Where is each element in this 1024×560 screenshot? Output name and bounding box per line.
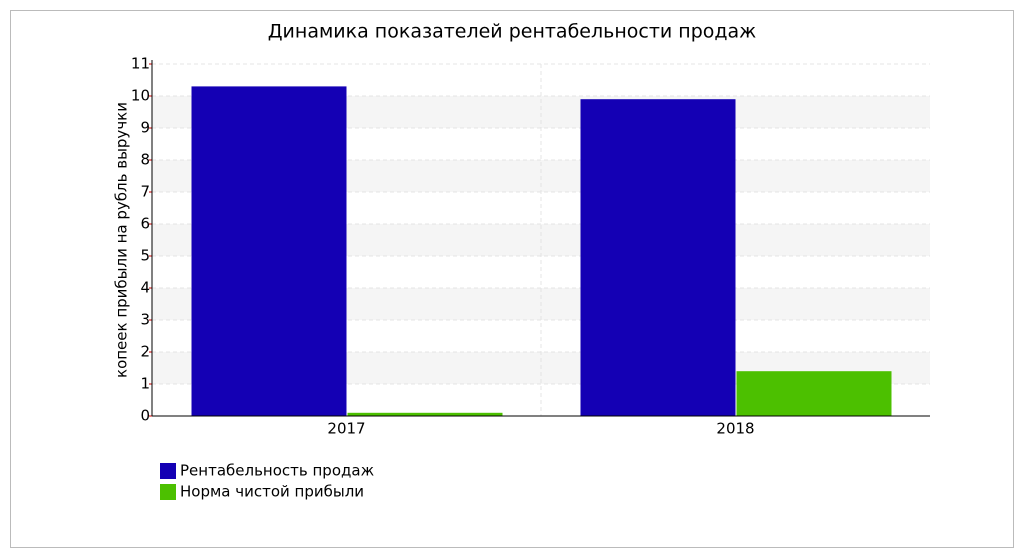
y-tick-label: 6 — [140, 215, 150, 233]
y-tick-label: 9 — [140, 119, 150, 137]
y-tick-label: 5 — [140, 247, 150, 265]
y-tick-label: 4 — [140, 279, 150, 297]
y-tick-label: 10 — [131, 87, 150, 105]
legend-label: Рентабельность продаж — [180, 462, 374, 480]
y-tick-label: 0 — [140, 407, 150, 425]
bar — [191, 86, 347, 417]
y-tick-label: 1 — [140, 375, 150, 393]
legend-swatch — [160, 463, 176, 479]
y-tick-label: 8 — [140, 151, 150, 169]
y-tick-label: 3 — [140, 311, 150, 329]
y-tick-label: 11 — [131, 55, 150, 73]
y-tick-label: 7 — [140, 183, 150, 201]
y-axis-label: копеек прибыли на рубль выручки — [113, 102, 131, 378]
bar — [580, 99, 736, 416]
bar — [736, 371, 892, 416]
legend-swatch — [160, 484, 176, 500]
legend-label: Норма чистой прибыли — [180, 483, 364, 501]
x-tick-label: 2018 — [716, 420, 754, 438]
bar — [347, 412, 503, 416]
y-tick-label: 2 — [140, 343, 150, 361]
chart-title: Динамика показателей рентабельности прод… — [268, 21, 757, 43]
x-tick-label: 2017 — [327, 420, 365, 438]
